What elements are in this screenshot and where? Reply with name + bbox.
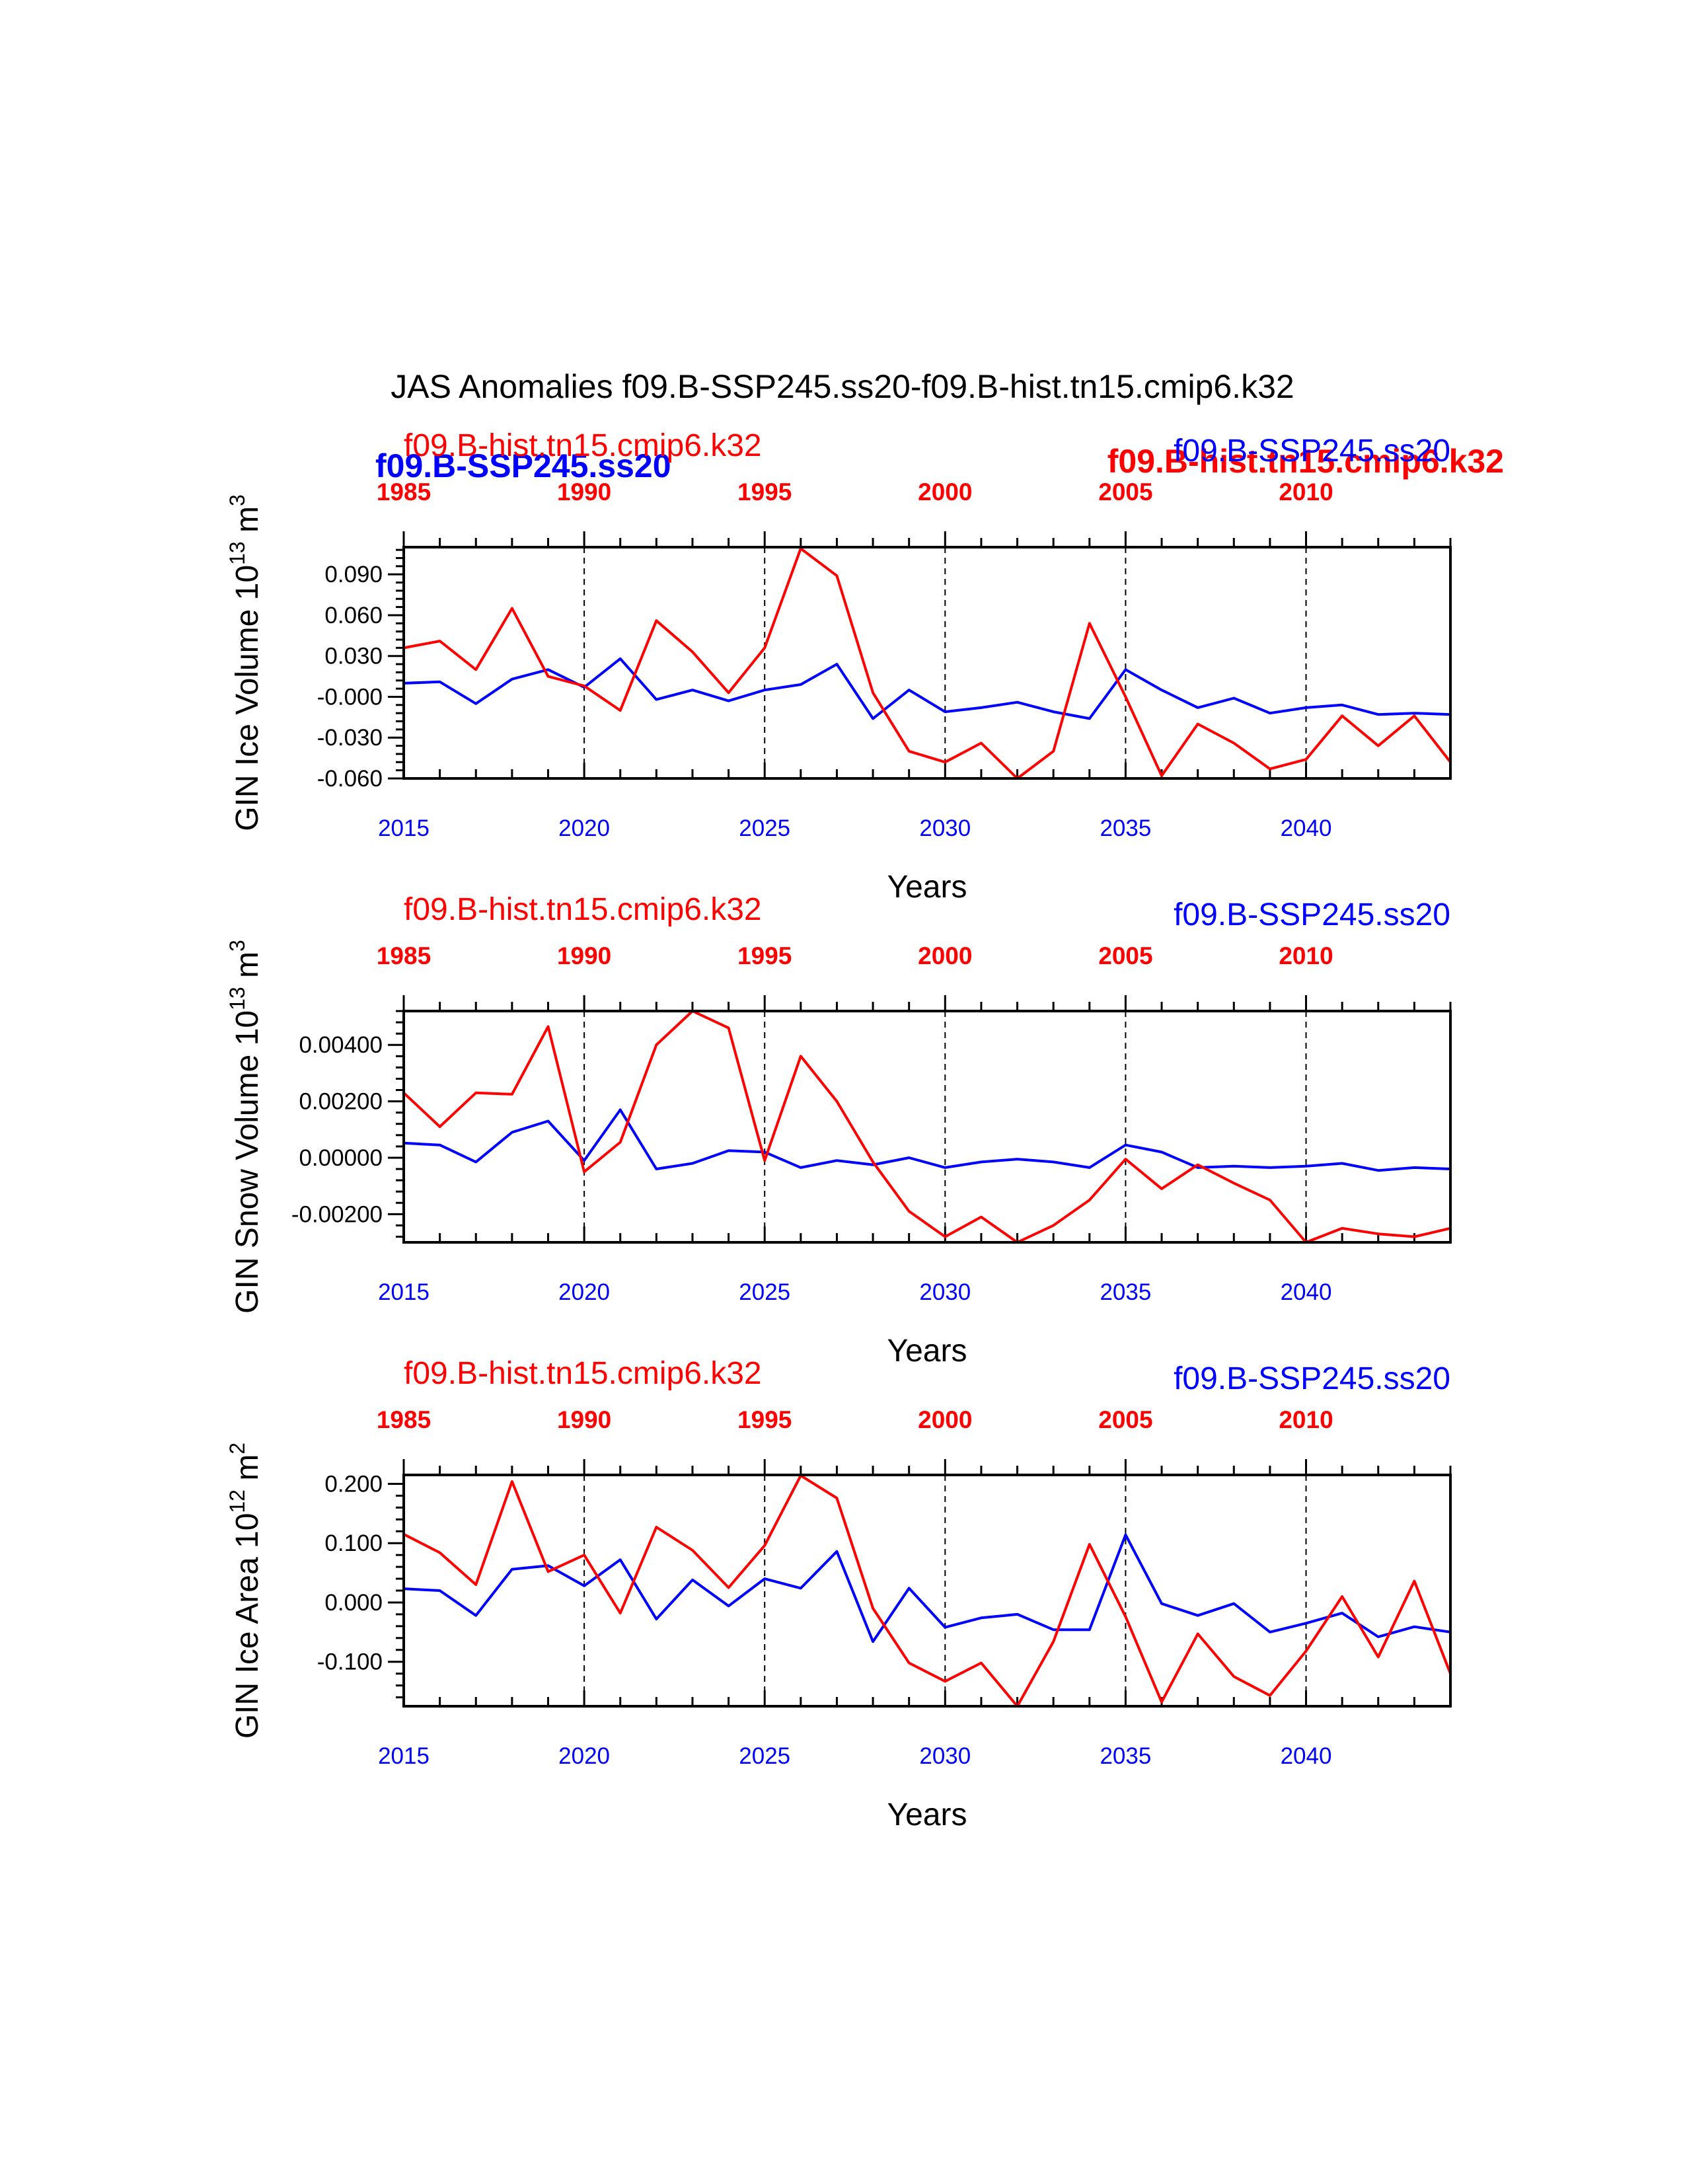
panel-1-xtick-bottom-label-1: 2020 [558, 815, 610, 841]
panel-1-xtick-bottom-label-5: 2040 [1281, 815, 1332, 841]
panel-1-ytick-label-5: -0.060 [317, 766, 383, 792]
overlay-label-hist: f09.B-hist.tn15.cmip6.k32 [1107, 443, 1504, 480]
overlay-label-ssp245: f09.B-SSP245.ss20 [375, 447, 671, 484]
panel-2-ytick-label-3: -0.00200 [291, 1201, 383, 1227]
panel-3-xtick-bottom-label-2: 2025 [739, 1743, 790, 1769]
panel-2-ylabel: GIN Snow Volume 1013 m3 [225, 940, 265, 1314]
panel-1-xtick-bottom-label-0: 2015 [378, 815, 430, 841]
panel-1-ylabel: GIN Ice Volume 1013 m3 [225, 494, 265, 831]
panel-2-xtick-top-label-3: 2000 [918, 942, 972, 969]
panel-2-label-hist: f09.B-hist.tn15.cmip6.k32 [404, 892, 762, 927]
panel-3: 0.200 0.100 0.000 -0.100 2015 2020 2025 2030 203… [225, 1356, 1452, 1832]
panel-3-ytick-label-3: -0.100 [317, 1649, 383, 1675]
panel-2-series-hist-line [402, 1010, 1451, 1244]
panel-3-xtick-bottom-label-3: 2030 [919, 1743, 971, 1769]
panel-1-xtick-top-label-3: 2000 [918, 478, 972, 506]
panel-2-xtick-top-label-5: 2010 [1279, 942, 1333, 969]
panel-3-ylabel: GIN Ice Area 1012 m2 [225, 1443, 265, 1739]
panel-2-xtick-top-label-4: 2005 [1098, 942, 1152, 969]
panel-1-xtick-bottom-label-2: 2025 [739, 815, 790, 841]
panel-1-xtick-top-label-2: 1995 [737, 478, 792, 506]
panel-3-xtick-top-label-2: 1995 [737, 1406, 792, 1433]
panel-2-ylabel-part-0: GIN Snow Volume 10 [230, 1010, 265, 1314]
panel-3-ylabel-part-0: GIN Ice Area 10 [230, 1513, 265, 1739]
panel-2-xtick-bottom-label-5: 2040 [1281, 1279, 1332, 1305]
panel-3-series-hist-line [403, 1474, 1452, 1708]
panel-2-ytick-label-2: 0.00000 [299, 1145, 383, 1171]
panel-2-xtick-bottom-label-2: 2025 [739, 1279, 790, 1305]
panel-3-series-ssp245-line [403, 1533, 1451, 1643]
panel-3-ylabel-part-3: 2 [225, 1443, 249, 1454]
panel-3-ytick-label-1: 0.100 [324, 1530, 383, 1556]
panel-3-xtick-top-label-1: 1990 [557, 1406, 611, 1433]
panel-2-xtick-top-label-2: 1995 [737, 942, 792, 969]
panel-3-label-ssp245: f09.B-SSP245.ss20 [1174, 1361, 1450, 1396]
panel-2-label-ssp245: f09.B-SSP245.ss20 [1174, 897, 1450, 932]
panel-3-xtick-top-label-3: 2000 [918, 1406, 972, 1433]
panel-3-xtick-top-label-0: 1985 [377, 1406, 431, 1433]
panel-3-ytick-label-0: 0.200 [324, 1471, 383, 1497]
panel-2-ytick-label-0: 0.00400 [299, 1032, 383, 1058]
panel-3-xtick-bottom-label-0: 2015 [378, 1743, 430, 1769]
panel-2-xtick-bottom-label-0: 2015 [378, 1279, 430, 1305]
panel-1-ytick-label-2: 0.030 [324, 644, 383, 669]
panel-3-xtick-bottom-label-4: 2035 [1100, 1743, 1151, 1769]
panel-2: 0.00400 0.00200 0.00000 -0.00200 2015 2020 202… [225, 892, 1452, 1369]
panel-3-axes-frame [402, 1474, 1452, 1708]
panel-2-xtick-top-label-0: 1985 [377, 942, 431, 969]
panel-1-xlabel: Years [887, 870, 967, 905]
panel-1-ytick-label-3: -0.000 [317, 684, 383, 710]
figure-title: JAS Anomalies f09.B-SSP245.ss20-f09.B-hi… [391, 368, 1294, 405]
panel-1-xtick-top-label-5: 2010 [1279, 478, 1333, 506]
panel-1-xtick-top-label-0: 1985 [377, 478, 431, 506]
panel-1-series-hist-line [403, 547, 1452, 780]
panel-3-xtick-bottom-label-1: 2020 [558, 1743, 610, 1769]
panel-3-ytick-label-2: 0.000 [324, 1590, 383, 1616]
panel-1-series-ssp245-line [403, 657, 1451, 720]
panel-2-xtick-bottom-label-1: 2020 [558, 1279, 610, 1305]
panel-3-xtick-bottom-label-5: 2040 [1281, 1743, 1332, 1769]
panel-1-ylabel-part-2: m [230, 506, 265, 541]
panel-2-ylabel-part-2: m [230, 952, 265, 987]
panel-3-xlabel: Years [887, 1797, 967, 1832]
panel-1-label-hist: f09.B-hist.tn15.cmip6.k32 [404, 428, 762, 463]
panel-2-xtick-bottom-label-3: 2030 [919, 1279, 971, 1305]
panel-1-label-ssp245: f09.B-SSP245.ss20 [1174, 433, 1450, 469]
panel-1-xtick-top-label-4: 2005 [1098, 478, 1152, 506]
panel-2-ytick-label-1: 0.00200 [299, 1089, 383, 1115]
panel-1-xtick-top-label-1: 1990 [557, 478, 611, 506]
panel-2-xlabel: Years [887, 1334, 967, 1369]
panel-1-ylabel-part-1: 13 [225, 541, 249, 565]
panel-2-xtick-bottom-label-4: 2035 [1100, 1279, 1151, 1305]
panel-3-xtick-top-label-4: 2005 [1098, 1406, 1152, 1433]
panel-2-ylabel-part-1: 13 [225, 987, 249, 1010]
panel-1: 0.090 0.060 0.030 -0.000 -0.030 -0.060 2015 202… [225, 428, 1452, 905]
panel-1-ylabel-part-0: GIN Ice Volume 10 [230, 565, 265, 831]
panel-1-ytick-label-4: -0.030 [317, 725, 383, 751]
panel-1-xtick-bottom-label-3: 2030 [919, 815, 971, 841]
panel-1-ylabel-part-3: 3 [225, 494, 249, 506]
panel-3-ylabel-part-1: 12 [225, 1489, 249, 1513]
panel-3-ylabel-part-2: m [230, 1454, 265, 1489]
panel-1-ytick-label-0: 0.090 [324, 562, 383, 587]
panel-3-label-hist: f09.B-hist.tn15.cmip6.k32 [404, 1356, 762, 1391]
panel-2-xtick-top-label-1: 1990 [557, 942, 611, 969]
panel-1-axes-frame [402, 546, 1452, 780]
panel-2-ylabel-part-3: 3 [225, 940, 249, 952]
panel-3-xtick-top-label-5: 2010 [1279, 1406, 1333, 1433]
panel-1-ytick-label-1: 0.060 [324, 603, 383, 628]
panel-1-xtick-bottom-label-4: 2035 [1100, 815, 1151, 841]
panel-2-series-ssp245-line [403, 1108, 1451, 1172]
panel-2-axes-frame [402, 1010, 1452, 1244]
